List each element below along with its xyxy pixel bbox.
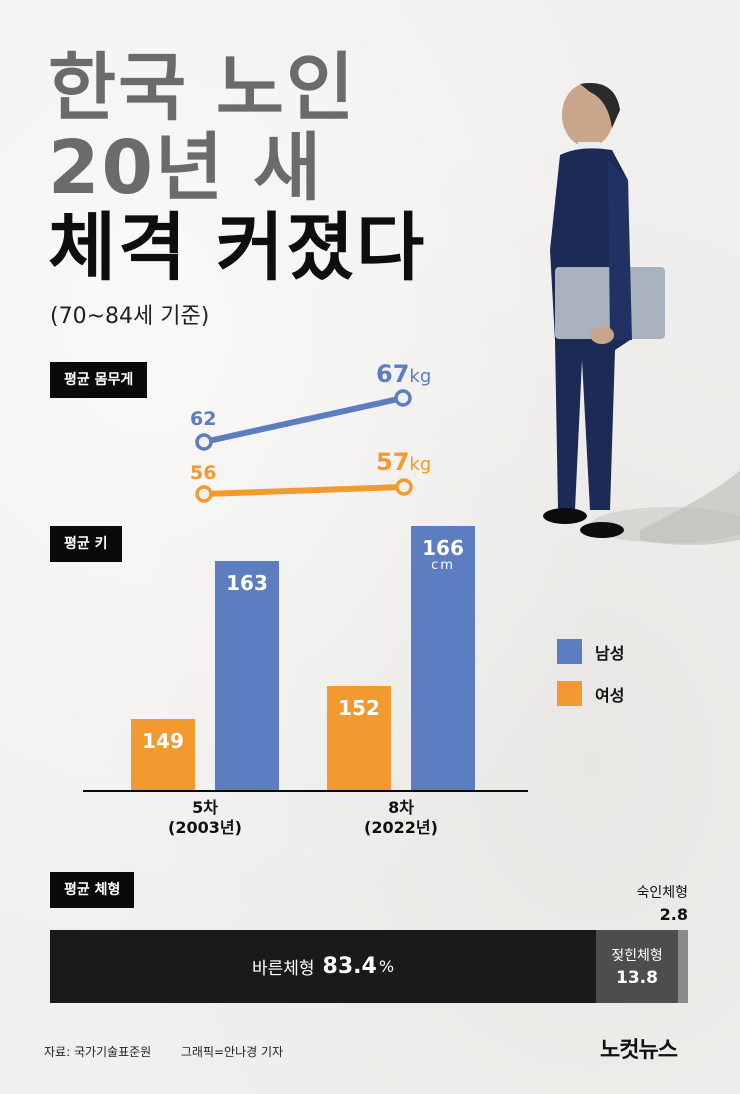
- female-weight-start: 56: [190, 462, 217, 484]
- male-weight-start: 62: [190, 408, 217, 430]
- graphic-credit: 그래픽=안나경 기자: [180, 1045, 284, 1059]
- segment-normal-body: 바른체형 83.4%: [50, 930, 596, 1003]
- x-category-2: 8차 (2022년): [364, 798, 438, 837]
- title-line-1: 한국 노인: [48, 45, 357, 131]
- x-axis-baseline: [83, 790, 528, 792]
- segment-stooped-body: [678, 930, 688, 1003]
- subtitle: (70~84세 기준): [50, 304, 210, 329]
- stooped-body-annotation: 숙인체형 2.8: [636, 885, 688, 924]
- source-text: 자료: 국가기술표준원: [44, 1045, 152, 1059]
- title-line-2: 20년 새: [48, 125, 323, 211]
- legend-male-swatch: [557, 639, 582, 664]
- body-type-section-label: 평균 체형: [50, 872, 135, 908]
- legend-male-label: 남성: [595, 644, 625, 663]
- x-category-1: 5차 (2003년): [168, 798, 242, 837]
- bar-male-2022: 166 cm: [411, 526, 475, 790]
- footer-credits: 자료: 국가기술표준원 그래픽=안나경 기자: [44, 1043, 283, 1060]
- segment-lean-body: 젖힌체형 13.8: [596, 930, 678, 1003]
- male-weight-end: 67kg: [376, 360, 432, 388]
- weight-section-label: 평균 몸무게: [50, 362, 148, 398]
- elderly-man-illustration: [520, 70, 740, 570]
- title-line-3: 체격 커졌다: [48, 205, 427, 291]
- body-type-stacked-bar: 바른체형 83.4% 젖힌체형 13.8: [50, 930, 688, 1003]
- bar-female-2003: 149: [131, 719, 195, 790]
- legend-female-label: 여성: [595, 686, 625, 705]
- bar-male-2003: 163: [215, 561, 279, 790]
- legend-female-swatch: [557, 681, 582, 706]
- bar-female-2022: 152: [327, 686, 391, 790]
- female-weight-end: 57kg: [376, 448, 432, 476]
- height-section-label: 평균 키: [50, 526, 122, 562]
- height-bar-chart: 149 163 152 166 cm: [131, 526, 475, 790]
- nocutnews-logo: 노컷뉴스: [600, 1038, 678, 1063]
- weight-line-chart: [195, 389, 413, 503]
